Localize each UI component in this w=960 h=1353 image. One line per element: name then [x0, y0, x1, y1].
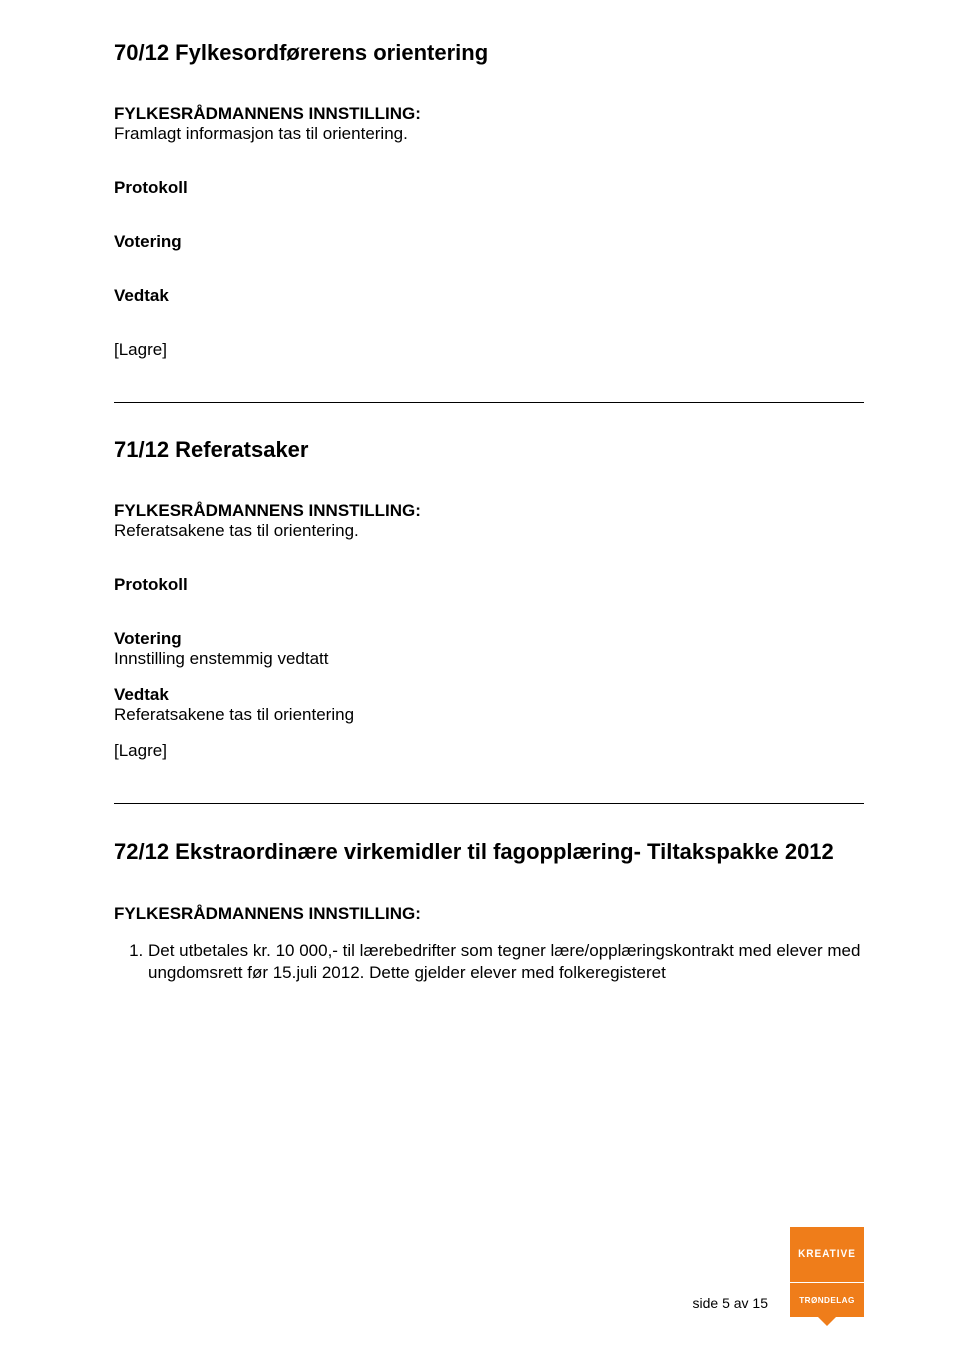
- section-heading-71-12: 71/12 Referatsaker: [114, 437, 864, 463]
- logo-top-text: KREATIVE: [798, 1248, 856, 1260]
- logo-bottom-panel: TRØNDELAG: [790, 1283, 864, 1317]
- section-heading-70-12: 70/12 Fylkesordførerens orientering: [114, 40, 864, 66]
- logo-bottom-text: TRØNDELAG: [799, 1296, 854, 1305]
- lagre-text: [Lagre]: [114, 340, 864, 360]
- instilling-block-1: FYLKESRÅDMANNENS INNSTILLING: Framlagt i…: [114, 104, 864, 144]
- vedtak-label: Vedtak: [114, 286, 864, 306]
- section-heading-72-12: 72/12 Ekstraordinære virkemidler til fag…: [114, 838, 864, 866]
- document-page: 70/12 Fylkesordførerens orientering FYLK…: [0, 0, 960, 1353]
- instilling-block-2: FYLKESRÅDMANNENS INNSTILLING: Referatsak…: [114, 501, 864, 541]
- vedtak-block: Vedtak Referatsakene tas til orientering: [114, 685, 864, 725]
- instilling-label: FYLKESRÅDMANNENS INNSTILLING:: [114, 904, 864, 924]
- votering-label: Votering: [114, 232, 864, 252]
- instilling-label: FYLKESRÅDMANNENS INNSTILLING:: [114, 501, 864, 521]
- page-footer: side 5 av 15 KREATIVE TRØNDELAG: [693, 1227, 865, 1317]
- protokoll-label: Protokoll: [114, 575, 864, 595]
- lagre-text: [Lagre]: [114, 741, 864, 761]
- logo-top-panel: KREATIVE: [790, 1227, 864, 1282]
- protokoll-label: Protokoll: [114, 178, 864, 198]
- votering-label: Votering: [114, 629, 864, 649]
- vedtak-label: Vedtak: [114, 685, 864, 705]
- votering-body: Innstilling enstemmig vedtatt: [114, 649, 864, 669]
- list-item: Det utbetales kr. 10 000,- til lærebedri…: [148, 940, 864, 986]
- votering-block: Votering Innstilling enstemmig vedtatt: [114, 629, 864, 669]
- page-number: side 5 av 15: [693, 1295, 769, 1317]
- logo-triangle-icon: [818, 1317, 836, 1326]
- instilling-label: FYLKESRÅDMANNENS INNSTILLING:: [114, 104, 864, 124]
- vedtak-body: Referatsakene tas til orientering: [114, 705, 864, 725]
- instilling-body: Referatsakene tas til orientering.: [114, 521, 864, 541]
- instilling-numbered-list: Det utbetales kr. 10 000,- til lærebedri…: [114, 940, 864, 986]
- trondelag-logo: KREATIVE TRØNDELAG: [790, 1227, 864, 1317]
- instilling-body: Framlagt informasjon tas til orientering…: [114, 124, 864, 144]
